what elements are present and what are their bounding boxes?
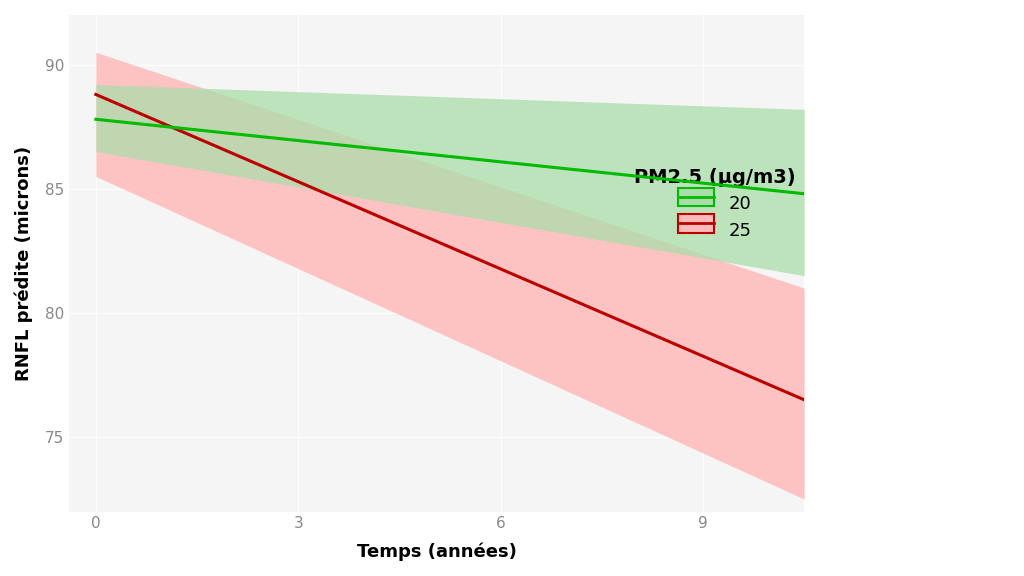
Y-axis label: RNFL prédite (microns): RNFL prédite (microns) xyxy=(15,146,34,381)
Legend: 20, 25: 20, 25 xyxy=(634,168,796,240)
X-axis label: Temps (années): Temps (années) xyxy=(356,543,516,561)
